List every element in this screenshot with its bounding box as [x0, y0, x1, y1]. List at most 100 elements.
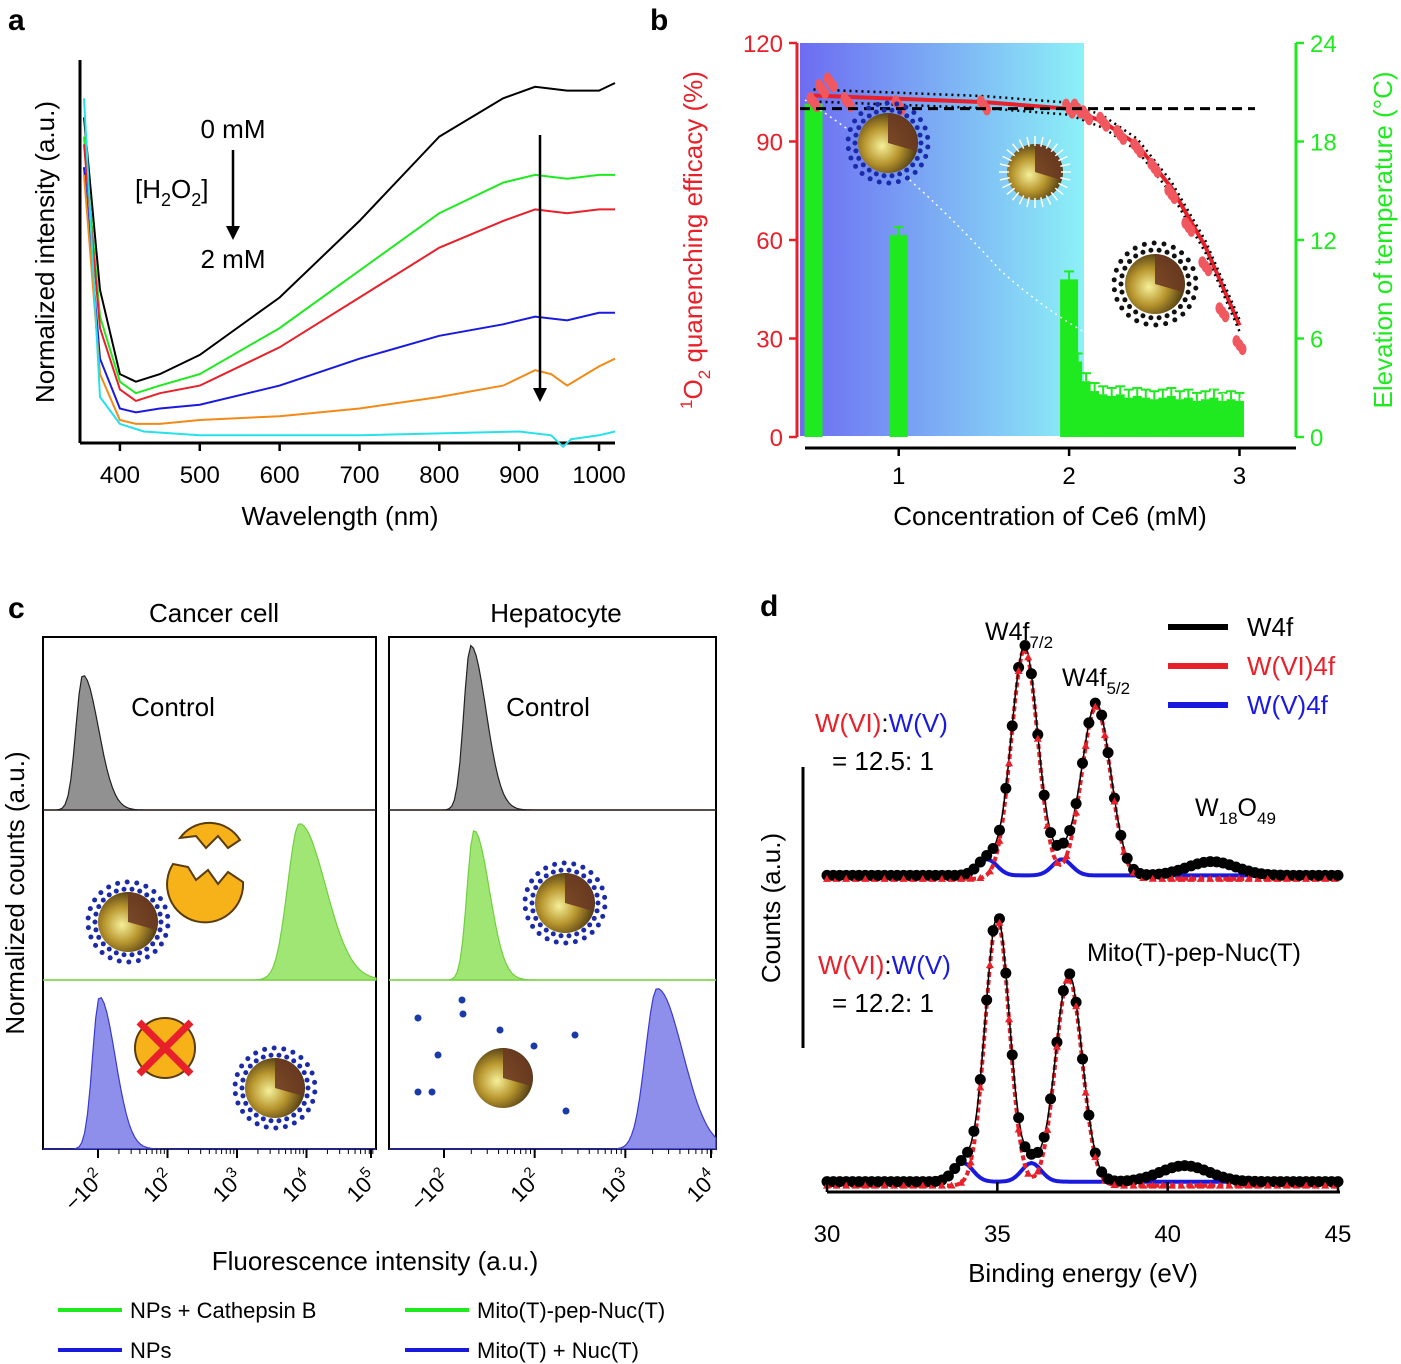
np-ligand-dot — [240, 1093, 246, 1099]
d-data-point — [1006, 720, 1018, 732]
b-temp-bar — [1090, 391, 1100, 437]
d-wvi-marker — [1005, 1015, 1014, 1023]
d-wvi-marker — [1148, 874, 1157, 882]
d-data-point — [1115, 829, 1127, 841]
d-data-point — [1096, 709, 1108, 721]
d-data-point — [1089, 1147, 1101, 1159]
d-wvi-marker — [918, 874, 927, 882]
np-ligand-dot — [589, 929, 595, 935]
c-legend-label-1: NPs + Cathepsin B — [130, 1298, 316, 1323]
d-data-point — [1038, 789, 1050, 801]
d-wvi-marker — [957, 1178, 966, 1186]
a-series-line — [83, 98, 616, 449]
np-ligand-dot — [558, 933, 564, 939]
np-ligand-dot — [247, 1063, 253, 1069]
np-ligand-dot — [1143, 321, 1149, 327]
d-data-point — [1070, 996, 1082, 1008]
d-data-point — [1096, 1166, 1108, 1178]
np-ligand-dot — [1186, 281, 1192, 287]
np-ligand-dot — [144, 946, 150, 952]
np-ligand-dot — [910, 162, 916, 168]
c-x-tick-exp: 2 — [84, 1164, 102, 1182]
b-nanoparticle-3 — [1111, 240, 1199, 328]
np-ligand-dot — [917, 148, 923, 154]
d-wvi-marker — [1187, 1181, 1196, 1189]
np-ligand-dot — [126, 959, 132, 965]
d-wvi-marker — [1282, 1181, 1291, 1189]
np-ligand-dot — [304, 1093, 310, 1099]
np-ligand — [999, 163, 1010, 167]
np-ligand-dot — [884, 100, 890, 106]
np-ligand — [1058, 182, 1068, 189]
np-ligand-dot — [529, 900, 535, 906]
c-enzyme-cut-icon — [166, 821, 245, 924]
d-data-point — [1077, 1053, 1088, 1065]
np-ligand-dot — [1177, 304, 1183, 310]
d-data-point — [1006, 1049, 1018, 1061]
c-x-tick-exp: 5 — [357, 1164, 375, 1182]
np-ligand-dot — [852, 118, 858, 124]
np-ligand-dot — [144, 954, 150, 960]
b-temp-bar — [1158, 397, 1168, 437]
d-wvi-marker — [1215, 874, 1224, 882]
panel-letter-c: c — [8, 592, 25, 625]
d-data-point — [949, 1162, 961, 1174]
np-ligand-dot — [550, 931, 556, 937]
np-ligand-dot — [134, 880, 140, 886]
np-ligand-dot — [1163, 321, 1169, 327]
panel-letter-d: d — [760, 590, 778, 623]
np-ligand-dot — [262, 1046, 268, 1052]
np-ligand-dot — [254, 1121, 260, 1127]
d-ratio-value-1: = 12.5: 1 — [832, 746, 934, 776]
d-wvi-marker — [1052, 1042, 1061, 1050]
d-wvi-marker — [1024, 1169, 1033, 1177]
a-anno-bottom: 2 mM — [201, 244, 266, 274]
np-ligand-dot — [93, 911, 99, 917]
d-wvi-marker — [1005, 759, 1014, 767]
d-wvi-marker — [1091, 1153, 1100, 1161]
b-ylabel: 1O2 quanenching efficacy (%) — [677, 71, 714, 409]
np-ligand-dot — [137, 950, 143, 956]
np-ligand — [1060, 163, 1071, 167]
np-ligand-dot — [260, 1116, 266, 1122]
b-quench-point — [1170, 192, 1179, 205]
d-data-point — [1019, 1141, 1031, 1153]
np-ligand-dot — [1133, 253, 1139, 259]
d-wvi-marker — [1177, 1181, 1186, 1189]
np-ligand-dot — [1182, 265, 1188, 271]
np-ligand-dot — [137, 888, 143, 894]
np-ligand-dot — [106, 892, 112, 898]
np-ligand-dot — [309, 1070, 315, 1076]
np-ligand — [1045, 195, 1052, 205]
np-ligand-dot — [165, 923, 171, 929]
d-data-point — [1064, 824, 1076, 836]
np-ligand-dot — [600, 913, 606, 919]
np-ligand-dot — [158, 919, 164, 925]
d-data-point — [1121, 852, 1133, 864]
d-wvi-marker — [1244, 874, 1253, 882]
b-temp-bar — [1175, 399, 1185, 437]
np-ligand-dot — [875, 101, 881, 107]
np-ligand-dot — [591, 885, 597, 891]
np-ligand-dot — [895, 179, 901, 185]
c-free-peptide-dots — [414, 996, 579, 1115]
np-ligand-dot — [889, 107, 895, 113]
a-small-arrowhead — [226, 226, 240, 240]
c-x-tick-exp: 3 — [223, 1164, 241, 1182]
b-fit-curve-upper — [813, 88, 1241, 320]
np-ligand-dot — [581, 927, 587, 933]
d-sample-label-2: Mito(T)-pep-Nuc(T) — [1087, 939, 1301, 967]
a-x-tick-label: 900 — [499, 462, 539, 489]
np-ligand-dot — [1124, 251, 1130, 257]
np-ligand-dot — [268, 1052, 274, 1058]
np-ligand-dot — [1164, 313, 1170, 319]
np-ligand-dot — [1111, 287, 1117, 293]
np-ligand-dot — [918, 162, 924, 168]
np-ligand-dot — [1151, 240, 1157, 246]
np-ligand-dot — [246, 1115, 252, 1121]
np-ligand-dot — [92, 897, 98, 903]
np-ligand-dot — [1191, 295, 1197, 301]
c-title-hepatocyte: Hepatocyte — [490, 598, 622, 628]
np-ligand-dot — [1134, 318, 1140, 324]
np-ligand-dot — [281, 1046, 287, 1052]
